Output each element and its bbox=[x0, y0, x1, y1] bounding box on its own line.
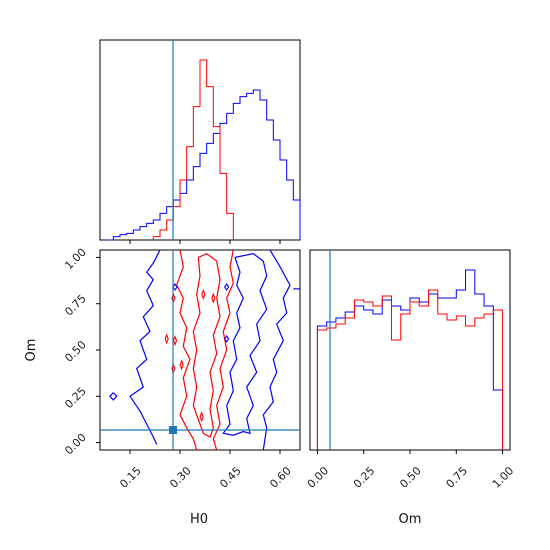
red-island-contour bbox=[201, 288, 206, 301]
Om-histogram-series-2 bbox=[316, 289, 504, 450]
Om-histogram-xtick-label: 1.00 bbox=[490, 464, 517, 491]
H0-Om-contour-panel: 0.15 0.30 0.45 0.60 0.00 0.25 0.50 0.75 1.00 bbox=[62, 246, 301, 491]
H0-histogram-panel bbox=[99, 39, 301, 244]
red-inner-contour bbox=[192, 253, 221, 438]
contour-xtick-label: 0.15 bbox=[117, 464, 144, 491]
contour-ytick-label: 0.25 bbox=[62, 385, 89, 412]
contour-ytick-label: 0.50 bbox=[62, 338, 89, 365]
H0-histogram-series-2 bbox=[152, 59, 234, 240]
blue-inner-contour bbox=[222, 253, 268, 436]
red-island-contour bbox=[172, 335, 178, 347]
Om-histogram-xtick-label: 0.00 bbox=[305, 464, 332, 491]
x-axis-label-H0: H0 bbox=[190, 512, 208, 527]
Om-histogram-xtick-label: 0.50 bbox=[397, 464, 424, 491]
red-outer-contour-right bbox=[212, 249, 234, 451]
Om-histogram-xtick-label: 0.75 bbox=[444, 464, 471, 491]
red-island-contour bbox=[179, 359, 184, 371]
blue-island-contour bbox=[109, 392, 118, 401]
Om-histogram-frame bbox=[309, 249, 511, 451]
y-axis-label-Om: Om bbox=[24, 339, 39, 362]
truth-marker bbox=[169, 426, 177, 434]
blue-outer-contour-right bbox=[262, 249, 291, 451]
red-outer-contour-left bbox=[176, 249, 198, 451]
contour-ytick-label: 1.00 bbox=[62, 246, 89, 273]
blue-island-contour bbox=[224, 334, 230, 343]
contour-xtick-label: 0.45 bbox=[217, 464, 244, 491]
contour-ytick-label: 0.75 bbox=[62, 292, 89, 319]
red-island-contour bbox=[199, 411, 204, 423]
contour-xtick-label: 0.60 bbox=[267, 464, 294, 491]
x-axis-label-Om: Om bbox=[399, 512, 422, 527]
blue-outer-contour-left bbox=[129, 249, 161, 445]
contour-frame bbox=[99, 249, 301, 451]
contour-xtick-label: 0.30 bbox=[167, 464, 194, 491]
H0-histogram-frame bbox=[99, 39, 301, 241]
contour-ytick-label: 0.00 bbox=[62, 431, 89, 458]
Om-histogram-series-1 bbox=[316, 269, 504, 450]
Om-histogram-xtick-label: 0.25 bbox=[351, 464, 378, 491]
Om-histogram-panel: 0.00 0.25 0.50 0.75 1.00 bbox=[305, 249, 517, 491]
red-island-contour bbox=[211, 292, 216, 304]
blue-island-contour bbox=[224, 283, 230, 292]
blue-island-contour bbox=[172, 283, 178, 292]
H0-histogram-series-1 bbox=[106, 89, 301, 241]
red-island-contour bbox=[164, 333, 169, 345]
